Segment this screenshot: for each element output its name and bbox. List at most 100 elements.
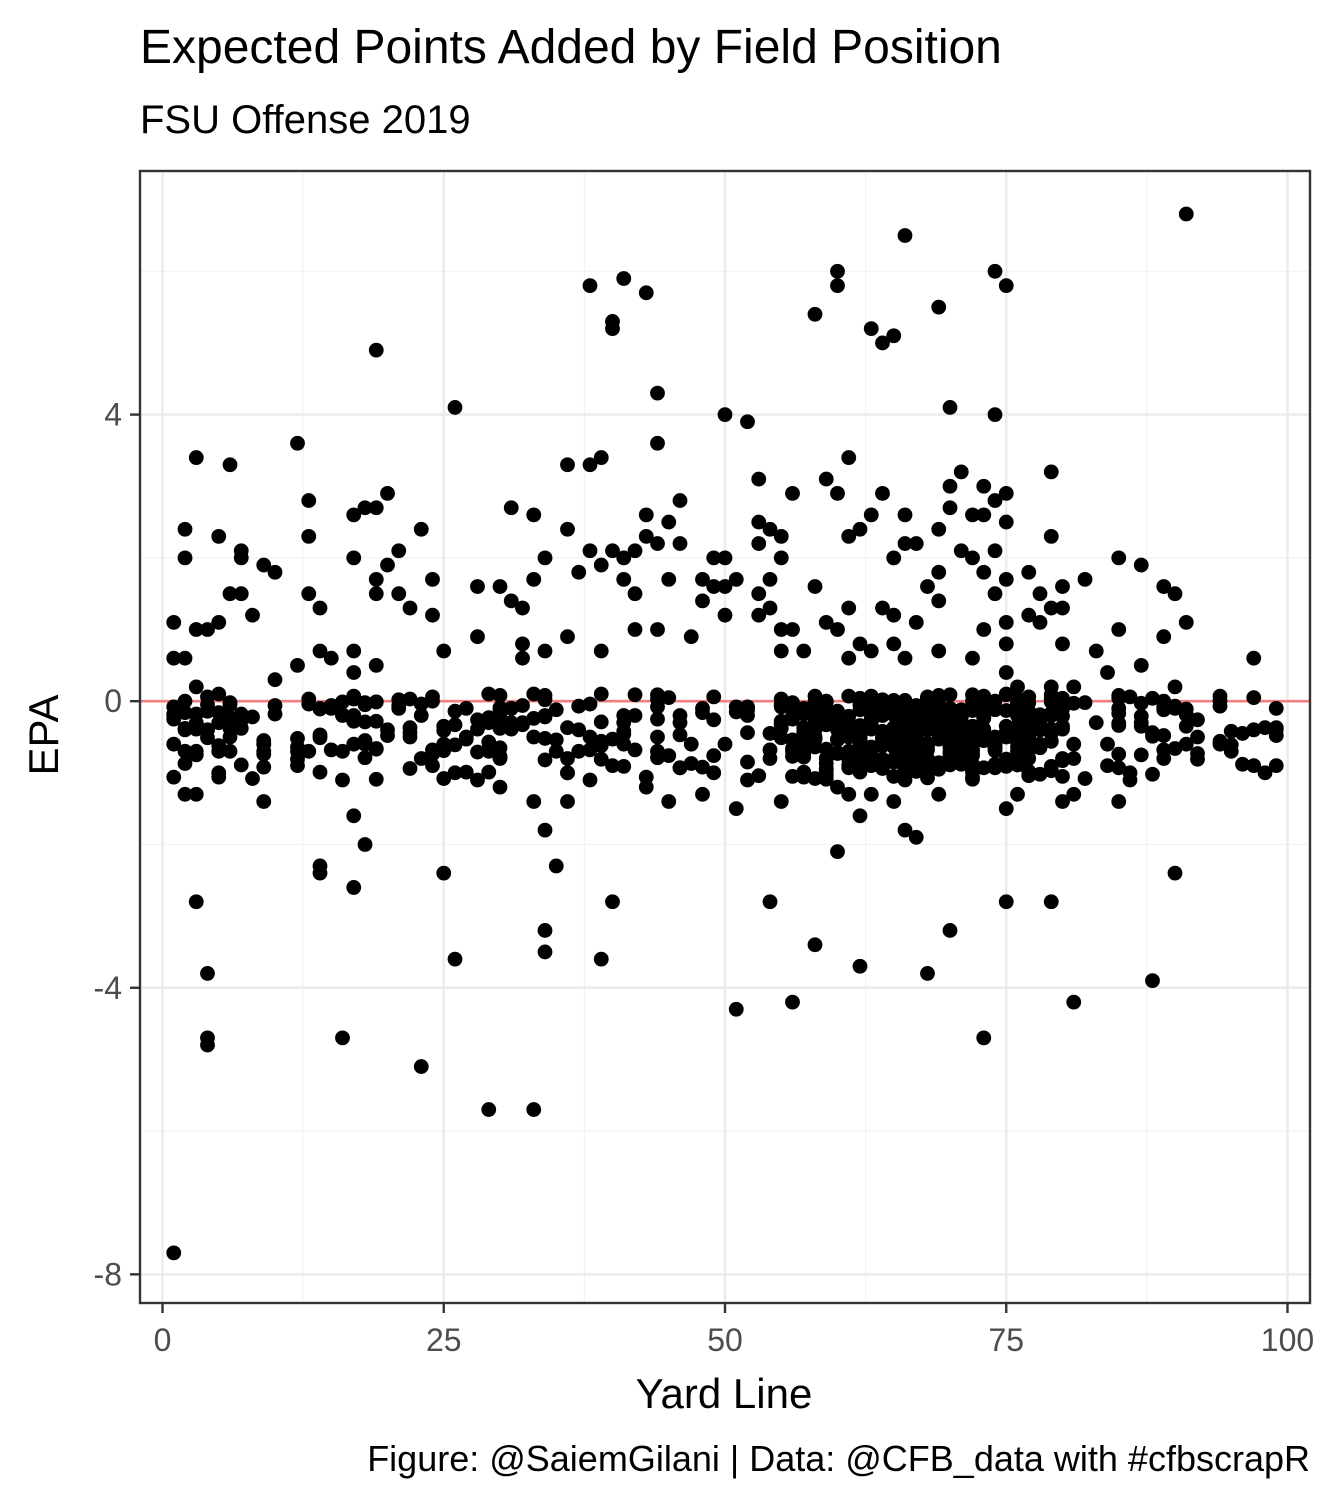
data-point — [503, 500, 519, 516]
data-point — [796, 737, 812, 753]
data-point — [695, 593, 710, 609]
data-point — [211, 738, 227, 753]
data-point — [965, 550, 980, 566]
data-point — [1077, 771, 1093, 786]
data-point — [1223, 737, 1239, 753]
data-point — [605, 894, 620, 910]
data-point — [222, 695, 238, 711]
data-point — [863, 705, 879, 721]
data-point — [1021, 751, 1037, 766]
data-point — [863, 688, 879, 704]
data-point — [931, 786, 947, 802]
data-point — [818, 614, 834, 630]
data-point — [886, 754, 902, 770]
y-tick-label: 0 — [104, 683, 122, 719]
data-point — [368, 741, 384, 757]
y-tick-label: -8 — [94, 1256, 122, 1292]
data-point — [886, 693, 902, 708]
data-point — [616, 271, 632, 286]
data-point — [616, 723, 632, 739]
data-point — [886, 737, 902, 753]
data-point — [785, 698, 800, 713]
data-point — [526, 686, 542, 702]
data-point — [571, 743, 587, 759]
data-point — [177, 743, 193, 759]
data-point — [807, 579, 823, 594]
data-point — [492, 579, 508, 594]
data-point — [526, 729, 542, 745]
data-point — [312, 730, 328, 746]
data-point — [503, 721, 519, 737]
data-point — [1111, 688, 1127, 703]
data-point — [863, 507, 879, 523]
data-point — [425, 689, 440, 705]
data-point — [661, 690, 677, 705]
data-point — [1043, 894, 1059, 910]
data-point — [1268, 720, 1284, 736]
data-point — [1190, 729, 1205, 745]
data-point — [751, 471, 767, 487]
data-point — [290, 751, 305, 767]
data-point — [627, 586, 643, 602]
data-point — [942, 923, 958, 938]
data-point — [1032, 614, 1048, 630]
data-point — [481, 743, 497, 759]
data-point — [920, 703, 935, 718]
data-point — [1111, 760, 1127, 776]
data-point — [1055, 690, 1070, 706]
data-point — [852, 764, 868, 780]
data-point — [1055, 794, 1070, 809]
data-point — [537, 731, 553, 746]
data-point — [886, 550, 902, 566]
data-point — [481, 764, 497, 780]
data-point — [796, 706, 812, 722]
data-point — [998, 614, 1014, 630]
data-point — [875, 754, 890, 770]
data-point — [346, 736, 362, 752]
data-point — [897, 713, 913, 729]
data-point — [965, 769, 980, 785]
data-point — [942, 500, 958, 516]
data-point — [1077, 695, 1093, 711]
data-point — [1032, 586, 1048, 602]
data-point — [953, 464, 969, 480]
data-point — [267, 698, 283, 713]
data-point — [233, 550, 249, 566]
data-point — [368, 342, 384, 358]
data-point — [897, 822, 913, 838]
data-point — [166, 614, 182, 630]
data-point — [740, 772, 755, 788]
data-point — [582, 742, 598, 758]
data-point — [1178, 614, 1194, 630]
data-point — [188, 622, 204, 637]
data-point — [976, 1030, 992, 1046]
data-point — [346, 708, 362, 723]
data-point — [1010, 695, 1025, 711]
data-point — [751, 586, 767, 602]
data-point — [301, 493, 317, 508]
data-point — [233, 586, 249, 602]
data-point — [1257, 765, 1273, 781]
data-point — [987, 407, 1003, 422]
data-point — [627, 622, 643, 637]
data-point — [447, 703, 463, 719]
x-tick-label: 50 — [707, 1322, 743, 1358]
data-point — [177, 550, 193, 566]
data-point — [368, 713, 384, 729]
data-point — [841, 786, 857, 802]
data-point — [1145, 766, 1160, 782]
data-point — [537, 944, 553, 960]
data-point — [256, 557, 272, 573]
data-point — [1077, 571, 1093, 587]
data-point — [593, 714, 609, 730]
data-point — [773, 643, 789, 659]
data-point — [1156, 702, 1172, 718]
data-point — [886, 328, 902, 344]
data-point — [436, 743, 452, 759]
data-point — [537, 923, 553, 938]
data-point — [740, 414, 755, 430]
data-point — [357, 697, 373, 713]
data-point — [998, 665, 1014, 680]
data-point — [1043, 464, 1059, 480]
